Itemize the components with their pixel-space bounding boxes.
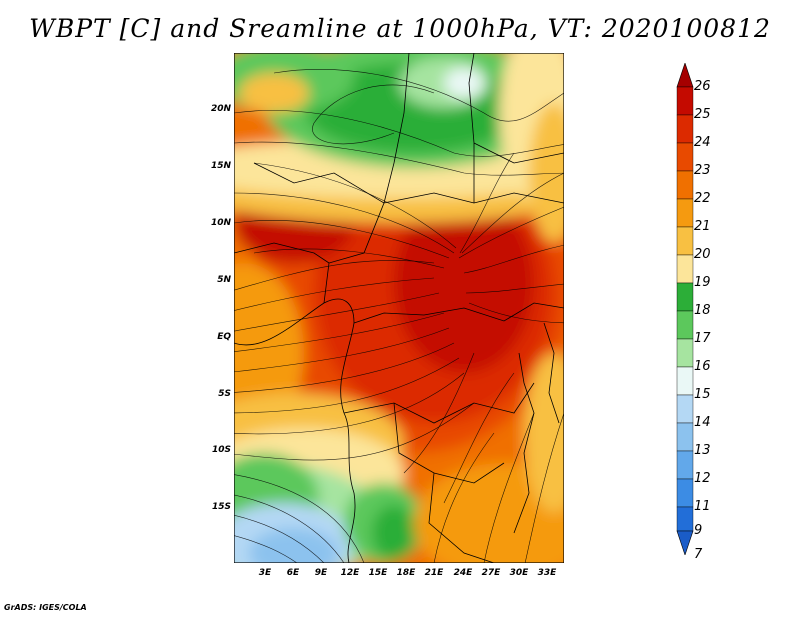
colorbar-bin bbox=[676, 478, 694, 508]
y-tick-label: 10S bbox=[211, 445, 231, 455]
country-borders bbox=[234, 53, 564, 563]
colorbar-label: 25 bbox=[694, 107, 711, 122]
colorbar-label: 11 bbox=[694, 499, 711, 514]
x-tick-label: 24E bbox=[453, 568, 473, 578]
map-svg bbox=[234, 53, 564, 563]
colorbar-bin bbox=[676, 366, 694, 396]
colorbar-label: 21 bbox=[694, 219, 711, 234]
y-tick-label: 5N bbox=[217, 275, 231, 285]
colorbar-bin bbox=[676, 310, 694, 340]
x-tick-label: 33E bbox=[537, 568, 557, 578]
colorbar-bin bbox=[676, 170, 694, 200]
wbpt-field bbox=[234, 53, 564, 563]
colorbar-bin bbox=[676, 422, 694, 452]
y-tick-label: 5S bbox=[218, 389, 231, 399]
y-tick-label: 20N bbox=[210, 104, 231, 114]
colorbar-bottom-arrow bbox=[676, 530, 694, 555]
x-tick-label: 15E bbox=[368, 568, 388, 578]
colorbar bbox=[676, 63, 694, 555]
colorbar-label: 9 bbox=[694, 523, 703, 538]
x-tick-label: 9E bbox=[314, 568, 328, 578]
colorbar-label: 17 bbox=[694, 331, 711, 346]
chart-title: WBPT [C] and Sreamline at 1000hPa, VT: 2… bbox=[29, 14, 771, 43]
colorbar-label: 14 bbox=[694, 415, 711, 430]
colorbar-label: 7 bbox=[694, 547, 703, 562]
colorbar-label: 16 bbox=[694, 359, 711, 374]
colorbar-bin bbox=[676, 254, 694, 284]
x-tick-label: 30E bbox=[509, 568, 529, 578]
colorbar-bin bbox=[676, 226, 694, 256]
colorbar-bin bbox=[676, 282, 694, 312]
streamlines bbox=[234, 69, 564, 563]
colorbar-label: 22 bbox=[694, 191, 711, 206]
colorbar-bin bbox=[676, 338, 694, 368]
colorbar-label: 18 bbox=[694, 303, 711, 318]
colorbar-top-arrow bbox=[676, 63, 694, 88]
colorbar-bin bbox=[676, 198, 694, 228]
colorbar-label: 26 bbox=[694, 79, 711, 94]
colorbar-label: 23 bbox=[694, 163, 711, 178]
colorbar-label: 20 bbox=[694, 247, 711, 262]
x-tick-label: 21E bbox=[424, 568, 444, 578]
credit-footer: GrADS: IGES/COLA bbox=[4, 603, 87, 612]
colorbar-label: 13 bbox=[694, 443, 711, 458]
colorbar-label: 19 bbox=[694, 275, 711, 290]
map-panel bbox=[234, 53, 564, 563]
colorbar-bin bbox=[676, 394, 694, 424]
y-tick-label: 15S bbox=[211, 502, 231, 512]
y-tick-label: EQ bbox=[217, 332, 231, 342]
x-tick-label: 12E bbox=[340, 568, 360, 578]
colorbar-bin bbox=[676, 86, 694, 116]
y-tick-label: 15N bbox=[210, 161, 231, 171]
colorbar-bin bbox=[676, 114, 694, 144]
x-tick-label: 6E bbox=[286, 568, 300, 578]
colorbar-label: 15 bbox=[694, 387, 711, 402]
x-tick-label: 18E bbox=[396, 568, 416, 578]
x-tick-label: 3E bbox=[258, 568, 272, 578]
colorbar-bin bbox=[676, 450, 694, 480]
colorbar-bin bbox=[676, 142, 694, 172]
x-tick-label: 27E bbox=[481, 568, 501, 578]
colorbar-label: 12 bbox=[694, 471, 711, 486]
y-tick-label: 10N bbox=[210, 218, 231, 228]
colorbar-bin bbox=[676, 506, 694, 532]
colorbar-label: 24 bbox=[694, 135, 711, 150]
